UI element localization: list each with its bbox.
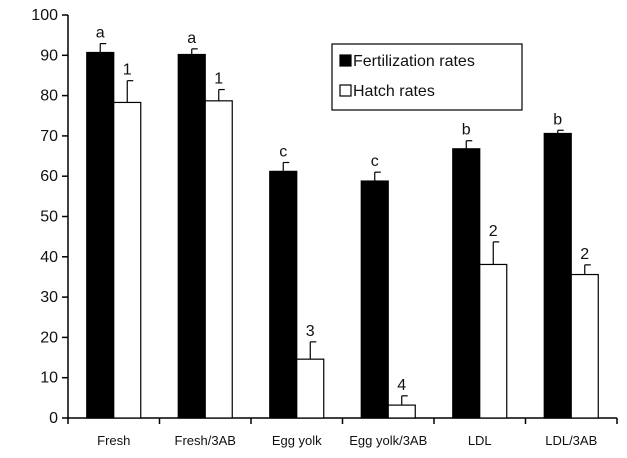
legend-box: [331, 43, 523, 111]
bar-hatch: [204, 100, 233, 419]
y-tick-label: 50: [40, 209, 58, 226]
y-tick-label: 90: [40, 47, 58, 64]
x-tick-label: LDL/3AB: [545, 433, 597, 448]
significance-label: 1: [123, 62, 132, 79]
bar-fertilization: [360, 180, 389, 419]
y-tick-label: 20: [40, 329, 58, 346]
y-tick-label: 0: [49, 410, 58, 427]
bars: a 1 a 1 c 3 c 4 b 2 b 2: [86, 25, 599, 419]
bar-fertilization: [452, 148, 481, 419]
y-tick-label: 60: [40, 168, 58, 185]
x-tick-label: Egg yolk: [272, 433, 322, 448]
bar-fertilization: [543, 132, 572, 419]
bar-fertilization: [177, 53, 206, 419]
y-tick-label: 40: [40, 249, 58, 266]
significance-label: 3: [306, 323, 315, 340]
significance-label: c: [279, 143, 287, 160]
x-tick-label: Fresh/3AB: [175, 433, 236, 448]
significance-label: a: [187, 30, 196, 47]
significance-label: 4: [397, 377, 406, 394]
bar-hatch: [479, 263, 508, 419]
x-tick-label: Egg yolk/3AB: [349, 433, 427, 448]
bar-hatch: [113, 101, 142, 419]
significance-label: 2: [489, 223, 498, 240]
y-tick-label: 100: [31, 7, 58, 24]
legend: Fertilization rates Hatch rates: [331, 43, 523, 111]
legend-label: Hatch rates: [353, 83, 435, 100]
bar-fertilization: [86, 51, 115, 419]
y-tick-label: 10: [40, 370, 58, 387]
significance-label: 1: [214, 71, 223, 88]
y-tick-label: 70: [40, 128, 58, 145]
bar-hatch: [296, 358, 325, 419]
x-tick-label: Fresh: [97, 433, 130, 448]
y-tick-label: 80: [40, 88, 58, 105]
significance-label: 2: [580, 246, 589, 263]
legend-label: Fertilization rates: [353, 53, 475, 70]
significance-label: b: [553, 111, 562, 128]
bar-hatch: [570, 273, 599, 419]
y-tick-label: 30: [40, 289, 58, 306]
legend-swatch: [339, 54, 352, 67]
significance-label: c: [371, 153, 379, 170]
significance-label: b: [462, 122, 471, 139]
y-axis: 0 10 20 30 40 50 60 70 80 90 100: [31, 7, 69, 427]
x-axis: Fresh Fresh/3AB Egg yolk Egg yolk/3AB LDL LDL…: [67, 417, 618, 448]
legend-swatch: [339, 84, 352, 97]
significance-label: a: [96, 25, 105, 42]
bar-fertilization: [269, 170, 298, 419]
x-tick-label: LDL: [468, 433, 492, 448]
bar-hatch: [387, 404, 416, 419]
